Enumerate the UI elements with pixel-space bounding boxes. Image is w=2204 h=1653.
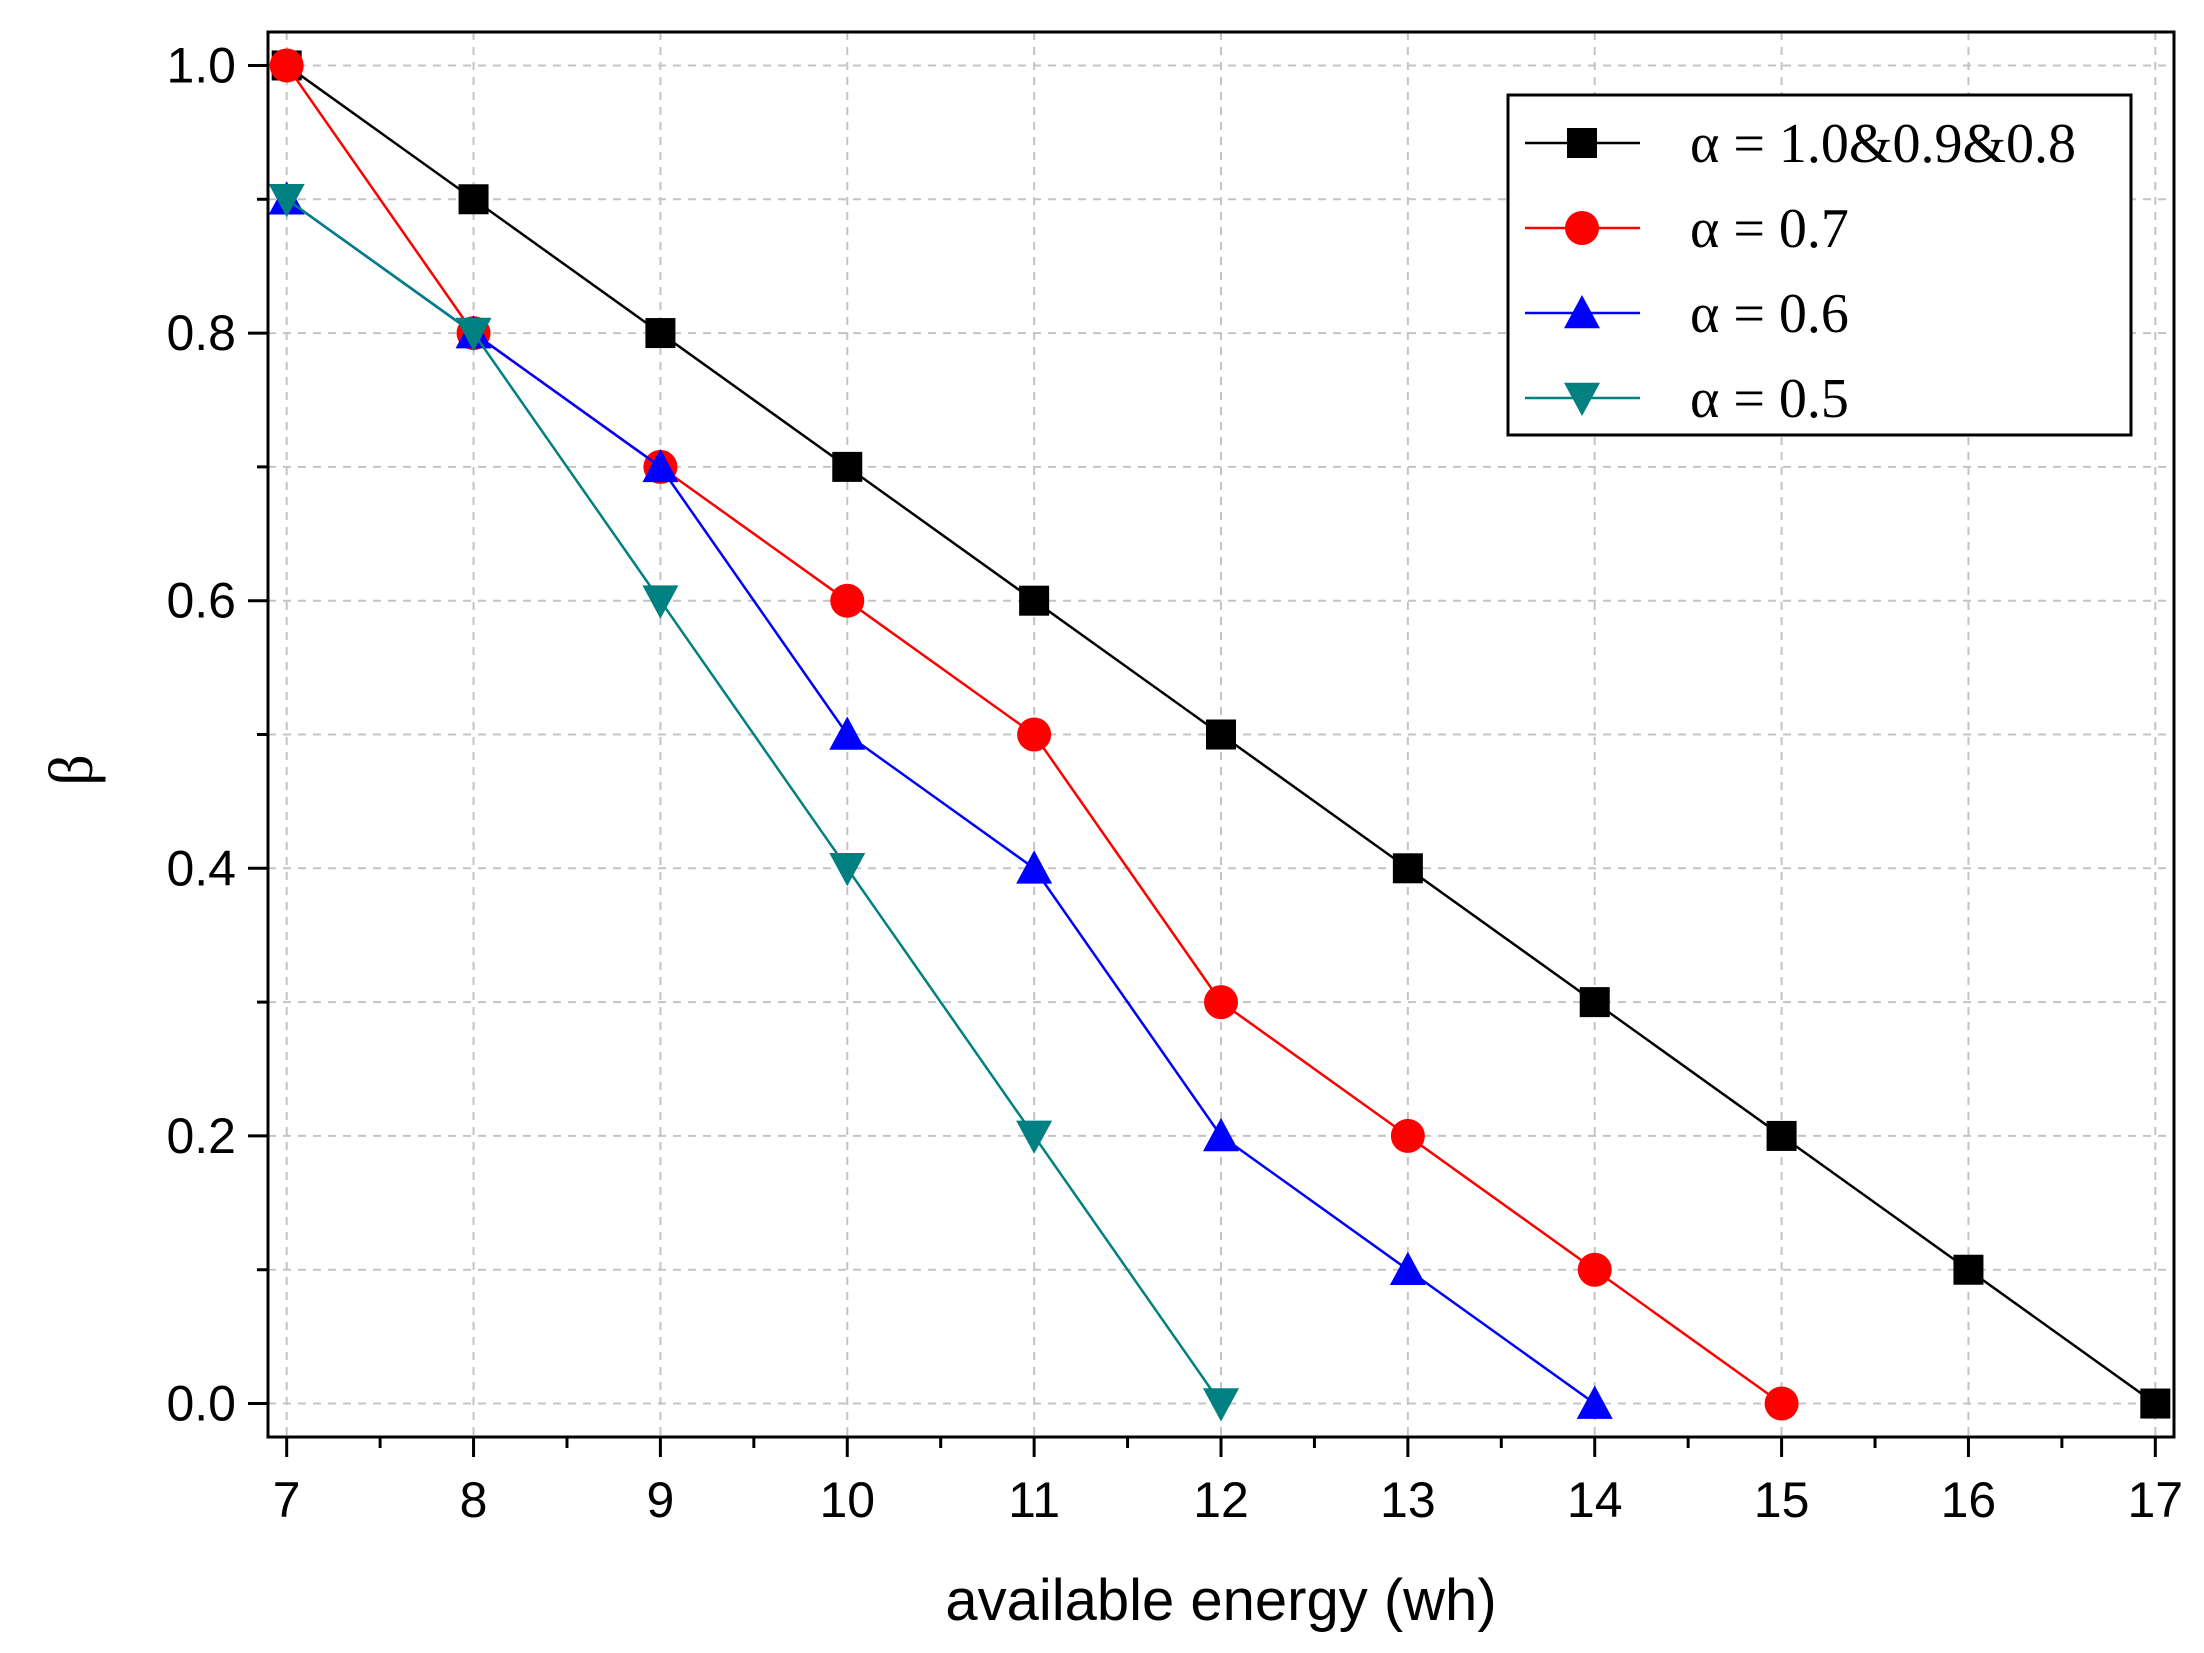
data-point [1203,1117,1239,1152]
x-tick-label: 7 [273,1472,301,1528]
legend-label: α = 0.5 [1690,368,1849,430]
data-point [269,48,304,83]
data-point [455,317,492,352]
legend-marker [1564,295,1600,329]
data-point [2140,1388,2171,1419]
data-point [1577,1252,1612,1287]
data-point [832,451,863,482]
data-point [1953,1254,1984,1285]
data-point [1764,1386,1799,1421]
data-point [645,318,676,349]
x-axis-title: available energy (wh) [945,1568,1496,1633]
y-tick-label: 0.6 [166,573,236,629]
series-4 [268,183,1239,1422]
x-tick-label: 11 [1008,1472,1060,1528]
data-point [458,184,489,215]
y-tick-label: 0.0 [166,1376,236,1432]
x-tick-label: 17 [2128,1472,2184,1528]
legend-label: α = 1.0&0.9&0.8 [1690,113,2076,175]
legend-entry: α = 0.6 [1525,283,1849,345]
x-tick-label: 13 [1380,1472,1436,1528]
data-point [1204,985,1238,1020]
data-point [829,716,866,750]
legend-marker [1567,128,1597,158]
legend-marker [1564,382,1600,416]
series-line [285,198,1223,1405]
data-point [829,853,866,887]
y-tick-label: 0.4 [166,840,236,896]
data-point [830,583,865,618]
x-tick-label: 16 [1941,1472,1997,1528]
x-tick-label: 12 [1193,1472,1249,1528]
legend-entry: α = 1.0&0.9&0.8 [1525,113,2076,175]
x-tick-label: 14 [1567,1472,1623,1528]
y-tick-label: 1.0 [166,37,236,93]
legend-entry: α = 0.5 [1525,368,1849,430]
data-point [1576,1385,1613,1419]
legend-label: α = 0.7 [1690,198,1849,260]
series-line [285,198,1596,1405]
data-point [1203,1388,1239,1422]
x-tick-label: 8 [460,1472,488,1528]
data-point [1766,1120,1797,1151]
axis-ticks [248,63,2157,1457]
series-layer [268,48,2171,1422]
data-point [642,448,679,483]
legend-box [1506,93,2133,437]
legend-marker [1565,211,1599,245]
data-point [1206,719,1236,750]
x-tick-label: 9 [647,1472,675,1528]
y-axis-title: β [38,754,106,786]
data-point [1579,987,1610,1018]
data-point [1016,1120,1053,1154]
x-tick-label: 15 [1754,1472,1810,1528]
data-point [1016,850,1053,884]
series-3 [268,181,1613,1419]
tick-labels: 7 8 9 10 11 12 13 14 15 16 17 0.0 0.2 0.4 0.6 0.8 1.0 [166,37,2183,1528]
x-tick-label: 10 [819,1472,875,1528]
legend-entry: α = 0.7 [1525,198,1849,260]
data-point [1017,717,1052,752]
legend-label: α = 0.6 [1690,283,1849,345]
data-point [1389,1251,1426,1286]
y-tick-label: 0.8 [166,305,236,361]
data-point [1019,585,1050,616]
data-point [642,585,679,619]
data-point [1392,853,1423,884]
y-tick-label: 0.2 [166,1108,236,1164]
data-point [268,183,305,218]
legend: α = 1.0&0.9&0.8 α = 0.7 α = 0.6 α = 0.5 [1506,93,2133,437]
data-point [1390,1118,1425,1153]
